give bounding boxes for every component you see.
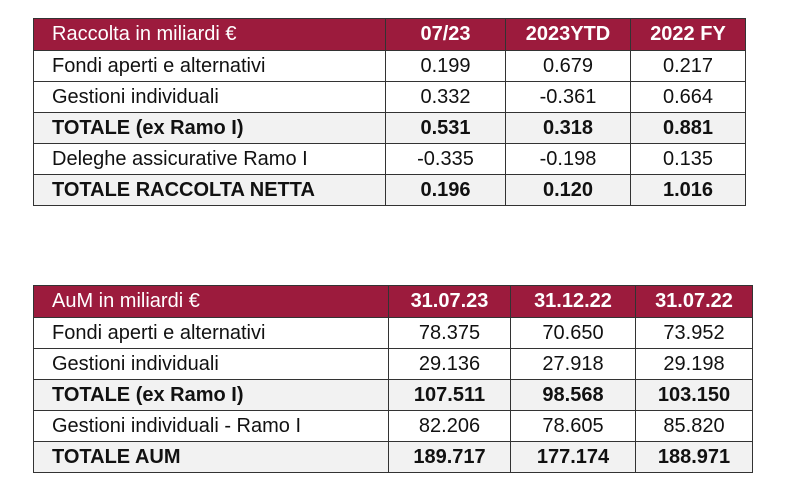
data-row: Deleghe assicurative Ramo I -0.335 -0.198 0…	[33, 143, 746, 175]
row-label: TOTALE (ex Ramo I)	[33, 379, 389, 411]
table-body: AuM in miliardi €31.07.23 31.12.22 31.07.2…	[33, 285, 753, 473]
value-cell: 107.511	[388, 379, 511, 411]
data-row: Gestioni individuali 29.136 27.918 29.198	[33, 348, 753, 380]
header-cell: 2023YTD	[505, 18, 631, 51]
value-cell: -0.361	[505, 81, 631, 113]
value-cell: -0.335	[385, 143, 506, 175]
value-cell: 188.971	[635, 441, 753, 473]
value-cell: 0.199	[385, 50, 506, 82]
value-cell: 0.217	[630, 50, 746, 82]
header-cell: 31.07.23	[388, 285, 511, 318]
value-cell: 103.150	[635, 379, 753, 411]
header-cell: 2022 FY	[630, 18, 746, 51]
row-label: TOTALE (ex Ramo I)	[33, 112, 386, 144]
data-row: Gestioni individuali 0.332 -0.361 0.664	[33, 81, 746, 113]
table-body: Raccolta in miliardi €07/23 2023YTD 2022 F…	[33, 18, 746, 206]
value-cell: 78.375	[388, 317, 511, 349]
value-cell: 0.332	[385, 81, 506, 113]
value-cell: 1.016	[630, 174, 746, 206]
total-row: TOTALE (ex Ramo I) 107.511 98.568 103.150	[33, 379, 753, 411]
total-row: TOTALE AUM 189.717 177.174 188.971	[33, 441, 753, 473]
row-label: TOTALE AUM	[33, 441, 389, 473]
row-label: Fondi aperti e alternativi	[33, 317, 389, 349]
row-label: Gestioni individuali	[33, 81, 386, 113]
value-cell: 189.717	[388, 441, 511, 473]
value-cell: 98.568	[510, 379, 636, 411]
header-cell: AuM in miliardi €	[33, 285, 389, 318]
data-row: Fondi aperti e alternativi 0.199 0.679 0.21…	[33, 50, 746, 82]
data-row: Fondi aperti e alternativi 78.375 70.650 73…	[33, 317, 753, 349]
value-cell: 0.120	[505, 174, 631, 206]
row-label: TOTALE RACCOLTA NETTA	[33, 174, 386, 206]
total-row: TOTALE RACCOLTA NETTA 0.196 0.120 1.016	[33, 174, 746, 206]
data-row: Gestioni individuali - Ramo I 82.206 78.60…	[33, 410, 753, 442]
row-label: Fondi aperti e alternativi	[33, 50, 386, 82]
value-cell: 29.198	[635, 348, 753, 380]
value-cell: 0.135	[630, 143, 746, 175]
value-cell: 78.605	[510, 410, 636, 442]
aum-table: AuM in miliardi €31.07.23 31.12.22 31.07.2…	[33, 285, 753, 473]
header-cell: Raccolta in miliardi €	[33, 18, 386, 51]
raccolta-table: Raccolta in miliardi €07/23 2023YTD 2022 F…	[33, 18, 746, 206]
value-cell: -0.198	[505, 143, 631, 175]
value-cell: 73.952	[635, 317, 753, 349]
row-label: Deleghe assicurative Ramo I	[33, 143, 386, 175]
value-cell: 27.918	[510, 348, 636, 380]
value-cell: 0.531	[385, 112, 506, 144]
value-cell: 0.664	[630, 81, 746, 113]
header-cell: 31.07.22	[635, 285, 753, 318]
value-cell: 177.174	[510, 441, 636, 473]
row-label: Gestioni individuali - Ramo I	[33, 410, 389, 442]
value-cell: 0.881	[630, 112, 746, 144]
header-cell: 07/23	[385, 18, 506, 51]
value-cell: 0.679	[505, 50, 631, 82]
value-cell: 0.196	[385, 174, 506, 206]
value-cell: 0.318	[505, 112, 631, 144]
value-cell: 85.820	[635, 410, 753, 442]
header-cell: 31.12.22	[510, 285, 636, 318]
value-cell: 29.136	[388, 348, 511, 380]
total-row: TOTALE (ex Ramo I) 0.531 0.318 0.881	[33, 112, 746, 144]
header-row: Raccolta in miliardi €07/23 2023YTD 2022 F…	[33, 18, 746, 51]
value-cell: 70.650	[510, 317, 636, 349]
row-label: Gestioni individuali	[33, 348, 389, 380]
header-row: AuM in miliardi €31.07.23 31.12.22 31.07.2…	[33, 285, 753, 318]
value-cell: 82.206	[388, 410, 511, 442]
